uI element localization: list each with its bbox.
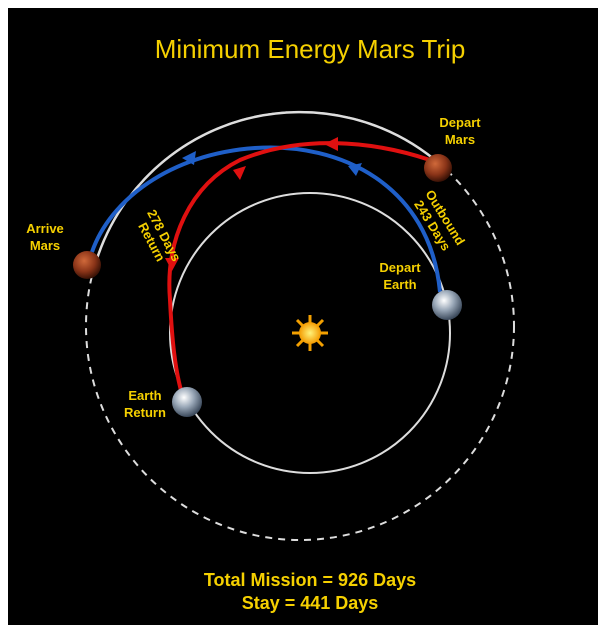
- label: Arrive: [26, 221, 64, 236]
- earth-depart: [432, 290, 462, 320]
- label: Earth: [383, 277, 416, 292]
- label: Mars: [445, 132, 475, 147]
- title: Minimum Energy Mars Trip: [155, 34, 466, 64]
- background: [8, 8, 598, 625]
- mars-depart: [424, 154, 452, 182]
- label: Earth: [128, 388, 161, 403]
- label: Depart: [439, 115, 481, 130]
- label: Return: [124, 405, 166, 420]
- label: Depart: [379, 260, 421, 275]
- footer: Total Mission = 926 Days: [204, 570, 416, 590]
- label: Mars: [30, 238, 60, 253]
- mars-arrive: [73, 251, 101, 279]
- sun: [292, 315, 328, 351]
- diagram: Minimum Energy Mars Trip Depart Mars Arr…: [0, 0, 606, 633]
- earth-return: [172, 387, 202, 417]
- footer: Stay = 441 Days: [242, 593, 379, 613]
